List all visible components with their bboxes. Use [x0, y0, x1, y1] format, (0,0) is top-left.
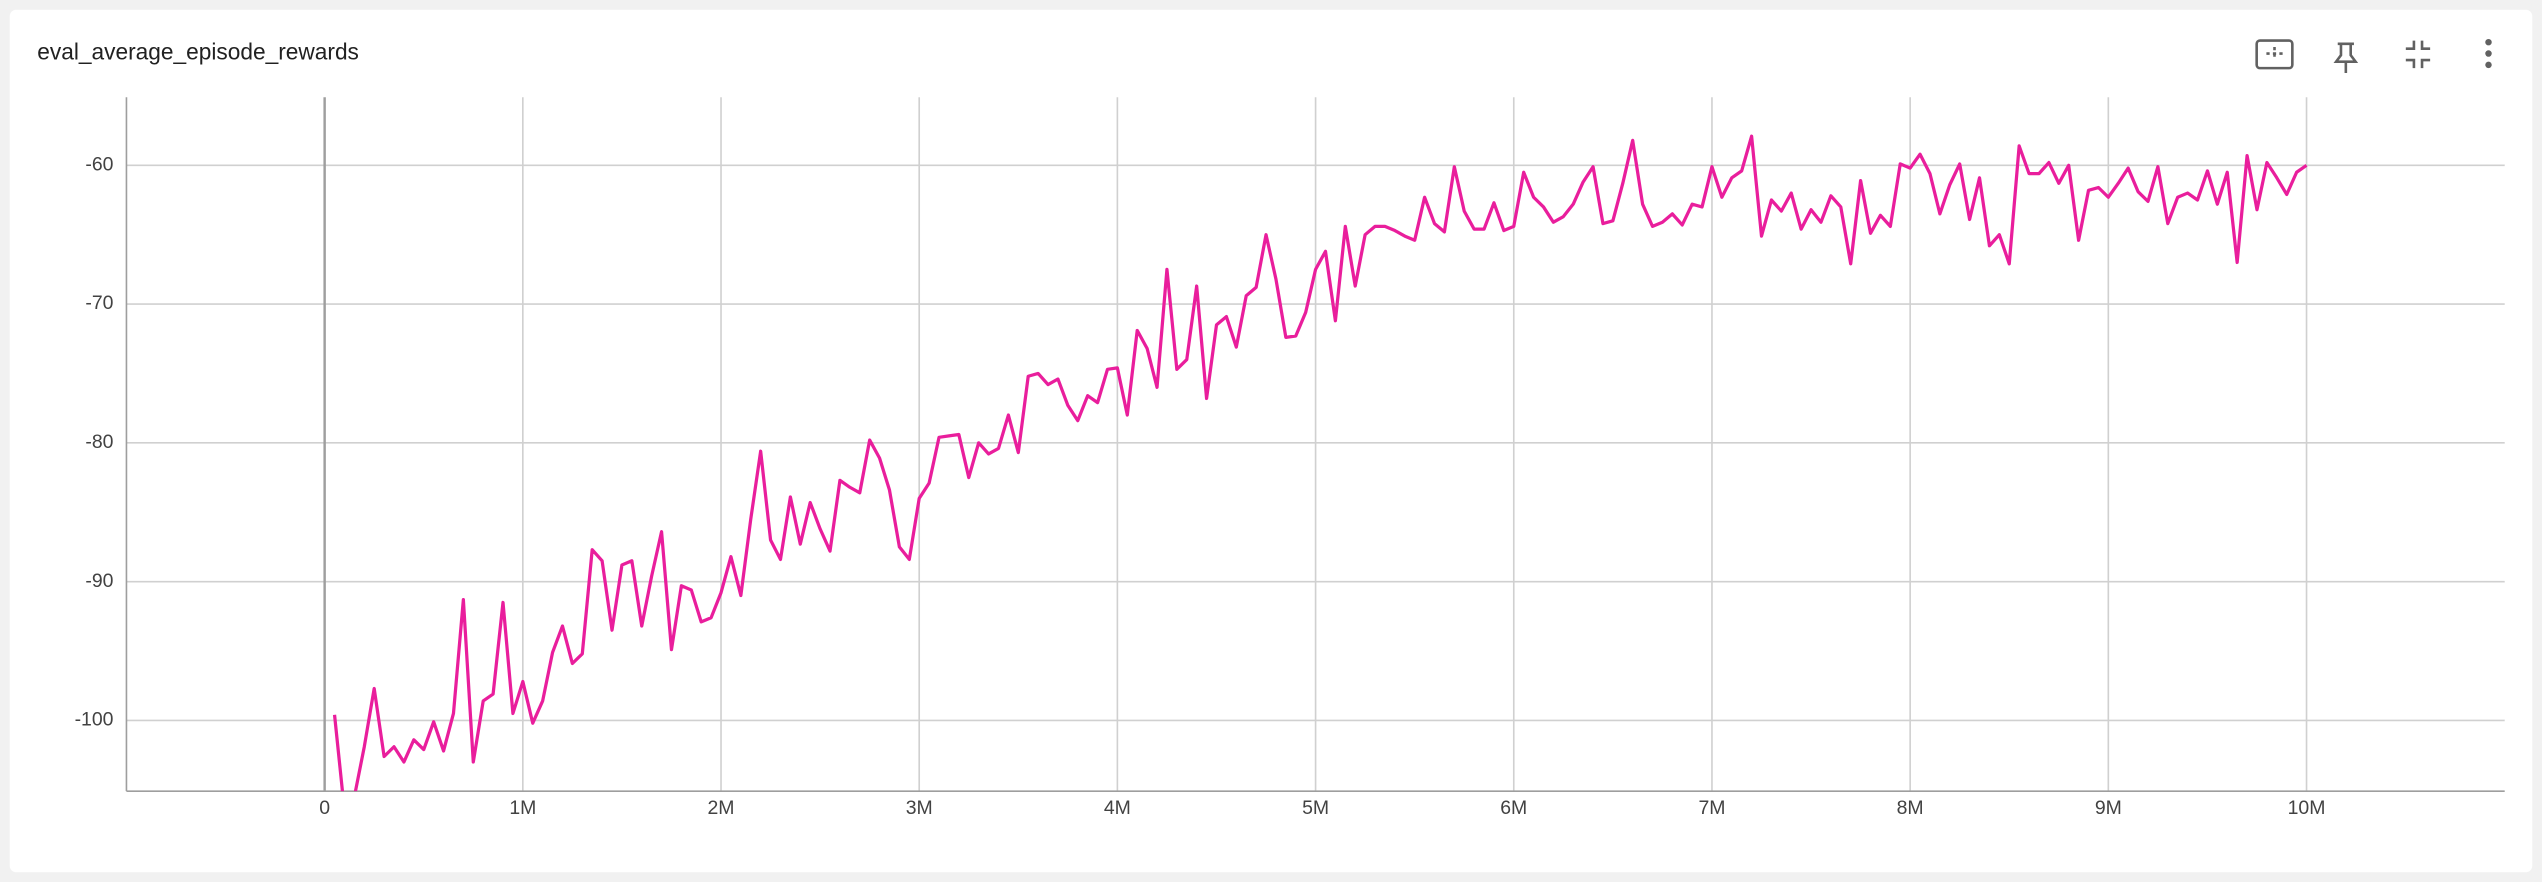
more-button[interactable] — [2485, 38, 2492, 69]
card — [9, 9, 2533, 873]
y-tick-label: -100 — [75, 709, 114, 731]
fit-domain-button[interactable] — [2255, 39, 2294, 70]
x-tick-label: 8M — [1897, 797, 1924, 819]
x-tick-label: 3M — [906, 797, 933, 819]
pin-button[interactable] — [2333, 42, 2359, 73]
y-tick-label: -90 — [85, 570, 113, 592]
x-tick-label: 4M — [1104, 797, 1131, 819]
x-tick-label: 5M — [1302, 797, 1329, 819]
x-tick-label: 6M — [1500, 797, 1527, 819]
data-line — [332, 134, 2308, 792]
chart-title: eval_average_episode_rewards — [37, 39, 359, 65]
x-tick-label: 7M — [1698, 797, 1725, 819]
x-tick-label: 9M — [2095, 797, 2122, 819]
x-tick-label: 2M — [708, 797, 735, 819]
collapse-button[interactable] — [2405, 40, 2431, 69]
y-tick-label: -70 — [85, 292, 113, 314]
y-tick-label: -80 — [85, 431, 113, 453]
toolbar[interactable] — [2255, 38, 2492, 73]
x-tick-label: 0 — [319, 797, 330, 819]
grid — [126, 97, 2505, 792]
x-tick-label: 1M — [509, 797, 536, 819]
y-tick-label: -60 — [85, 153, 113, 175]
x-tick-label: 10M — [2288, 797, 2326, 819]
